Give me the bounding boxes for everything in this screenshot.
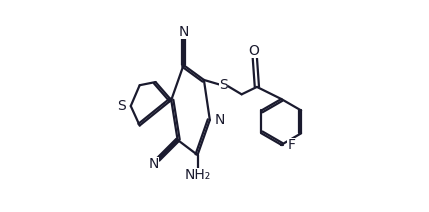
Text: N: N [214, 113, 225, 127]
Text: N: N [178, 25, 189, 39]
Text: S: S [117, 99, 125, 113]
Text: O: O [248, 44, 259, 58]
Text: F: F [287, 138, 295, 152]
Text: N: N [148, 157, 159, 171]
Text: S: S [219, 78, 228, 92]
Text: NH₂: NH₂ [184, 168, 211, 182]
